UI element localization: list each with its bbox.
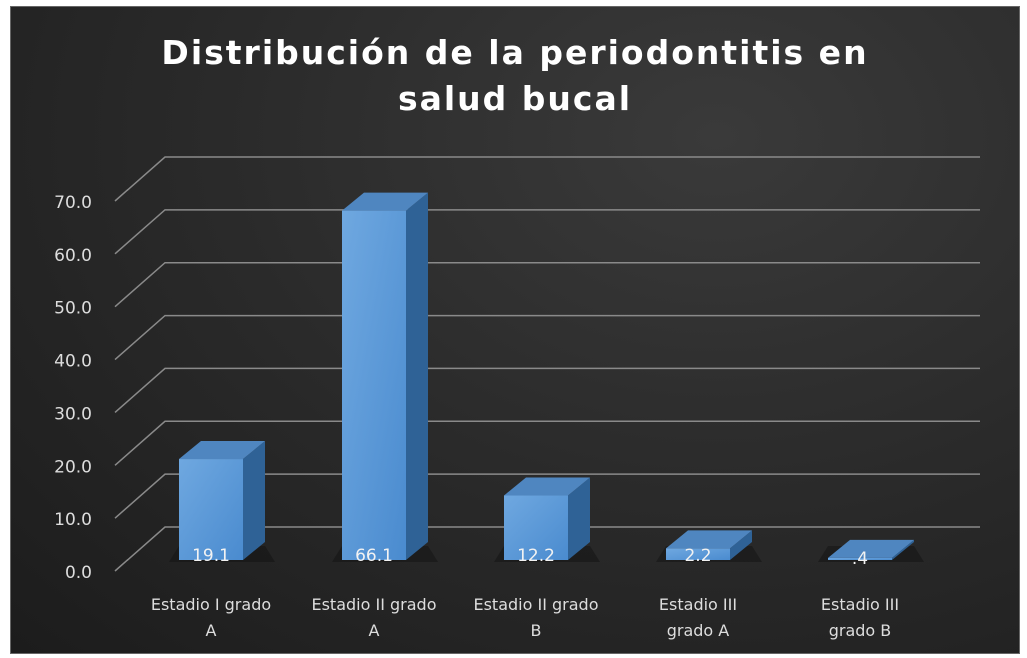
x-tick-label: Estadio II grado A xyxy=(311,595,437,640)
x-tick-label: Estadio I grado A xyxy=(150,595,272,640)
y-tick-label: 60.0 xyxy=(54,246,92,266)
y-tick-label: 70.0 xyxy=(54,193,92,213)
data-label: 12.2 xyxy=(517,546,555,566)
data-label: 2.2 xyxy=(684,546,711,566)
bar xyxy=(828,557,892,560)
y-tick-label: 20.0 xyxy=(54,457,92,477)
grid-line xyxy=(114,420,980,466)
data-label: 66.1 xyxy=(355,546,393,566)
bar-top xyxy=(828,539,914,558)
bar-side xyxy=(243,441,265,560)
x-tick-label: Estadio II grado B xyxy=(473,595,599,640)
bar-top xyxy=(504,477,590,496)
grid-line xyxy=(114,314,980,361)
bar xyxy=(179,459,243,560)
data-label: 19.1 xyxy=(192,546,230,566)
bar-top xyxy=(666,530,752,549)
bar-side xyxy=(406,192,428,560)
y-tick-label: 50.0 xyxy=(54,299,92,319)
y-tick-label: 0.0 xyxy=(65,563,92,583)
bar-top xyxy=(179,441,265,460)
data-label: .4 xyxy=(852,549,868,569)
bar xyxy=(504,495,568,560)
bar-side xyxy=(568,477,590,560)
grid-line xyxy=(114,526,980,572)
bar-side xyxy=(892,539,914,560)
grid-line xyxy=(114,473,980,519)
grid-line xyxy=(114,209,980,255)
y-tick-label: 10.0 xyxy=(54,510,92,530)
bar-side xyxy=(730,530,752,560)
grid-line xyxy=(114,261,980,308)
bar xyxy=(666,548,730,560)
x-tick-label: Estadio III grado B xyxy=(820,595,900,640)
y-tick-label: 30.0 xyxy=(54,404,92,424)
bar xyxy=(342,210,406,560)
y-tick-label: 40.0 xyxy=(54,352,92,372)
grid-line xyxy=(114,156,980,202)
chart-title: Distribución de la periodontitis en salu… xyxy=(161,33,869,118)
grid-line xyxy=(114,367,980,413)
bar-top xyxy=(342,192,428,211)
x-tick-label: Estadio III grado A xyxy=(658,595,738,640)
